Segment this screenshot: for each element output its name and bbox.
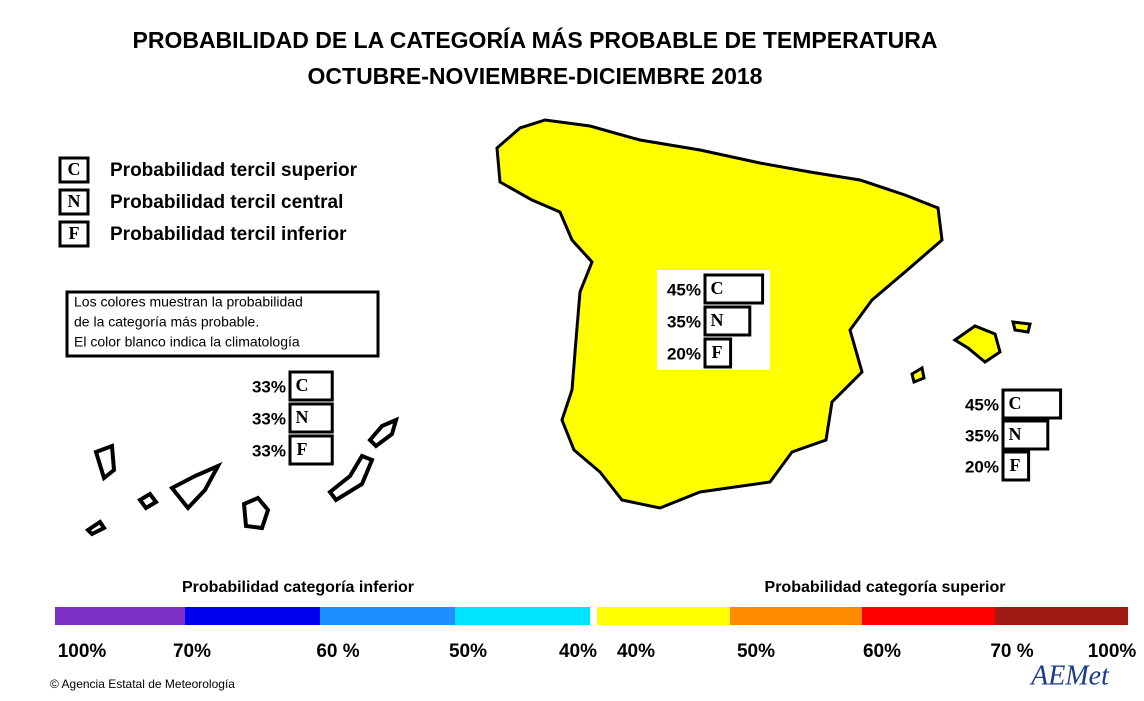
probability-letter: C xyxy=(296,375,309,395)
probability-box xyxy=(703,337,733,369)
scale-segment xyxy=(320,607,455,625)
island xyxy=(367,416,400,449)
color-scale: 100% 70% 60 % 50% 40% 40% 50% 60% 70 % 100% xyxy=(55,607,1136,662)
scale-upper-title: Probabilidad categoría superior xyxy=(765,579,1006,596)
probability-box xyxy=(288,402,334,434)
note-box xyxy=(65,290,380,358)
probability-box xyxy=(703,305,752,337)
note-line: Los colores muestran la probabilidad xyxy=(74,294,303,310)
scale-label: 60 % xyxy=(316,641,359,662)
canary-islands xyxy=(84,416,400,537)
scale-segment xyxy=(597,607,730,625)
probability-letter: C xyxy=(711,278,724,298)
probability-label: 45% xyxy=(965,395,999,414)
scale-label: 100% xyxy=(1088,641,1137,662)
probability-label: 33% xyxy=(252,377,286,396)
footer: © Agencia Estatal de Meteorología xyxy=(50,677,235,691)
legend-box xyxy=(58,156,90,184)
probability-box xyxy=(1001,419,1050,451)
scale-label: 70% xyxy=(173,641,211,662)
probability-letter: N xyxy=(1009,424,1022,444)
island xyxy=(84,519,107,537)
title: PROBABILIDAD DE LA CATEGORÍA MÁS PROBABL… xyxy=(133,26,938,53)
mallorca xyxy=(952,324,1002,364)
probability-label: 35% xyxy=(965,426,999,445)
scale-lower-title: Probabilidad categoría inferior xyxy=(182,579,414,596)
legend-box xyxy=(58,188,90,216)
legend-text: Probabilidad tercil inferior xyxy=(110,224,347,245)
legend-letter: C xyxy=(68,159,81,179)
probability-box xyxy=(288,370,334,402)
scale-segment xyxy=(730,607,862,625)
island xyxy=(168,461,223,512)
probability-letter: N xyxy=(296,407,309,427)
legend-box xyxy=(58,220,90,248)
note-line: El color blanco indica la climatología xyxy=(74,334,300,350)
probability-letter: C xyxy=(1009,393,1022,413)
legend: C Probabilidad tercil superior N Probabilid… xyxy=(58,156,358,248)
menorca xyxy=(1011,320,1032,334)
scale-label: 40% xyxy=(617,641,655,662)
island xyxy=(327,453,375,503)
probability-label: 20% xyxy=(965,457,999,476)
subtitle: OCTUBRE-NOVIEMBRE-DICIEMBRE 2018 xyxy=(308,63,763,89)
legend-text: Probabilidad tercil superior xyxy=(110,160,358,181)
probability-letter: F xyxy=(712,342,723,362)
probability-label: 35% xyxy=(667,312,701,331)
scale-label: 70 % xyxy=(990,641,1033,662)
scale-segment xyxy=(455,607,590,625)
ibiza xyxy=(910,365,926,385)
scale-segment xyxy=(185,607,320,625)
scale-label: 50% xyxy=(449,641,487,662)
legend-letter: F xyxy=(69,223,80,243)
legend-letter: N xyxy=(68,191,81,211)
scale-segment xyxy=(55,607,185,625)
scale-label: 40% xyxy=(559,641,597,662)
probability-label: 45% xyxy=(667,280,701,299)
probability-letter: F xyxy=(1010,455,1021,475)
island xyxy=(93,443,117,482)
probability-box xyxy=(1001,388,1063,420)
probability-label: 33% xyxy=(252,441,286,460)
scale-label: 100% xyxy=(58,641,107,662)
scale-segment xyxy=(862,607,995,625)
probability-box xyxy=(703,273,765,305)
legend-text: Probabilidad tercil central xyxy=(110,192,343,213)
probability-label: 20% xyxy=(667,344,701,363)
probability-letter: F xyxy=(297,439,308,459)
region-probabilities: C 33% N 33% F 33% C 45% N 35% F 20% C 45% N 35% F 20% xyxy=(252,270,1063,482)
probability-box xyxy=(288,434,334,466)
island xyxy=(241,495,271,531)
scale-segment xyxy=(995,607,1128,625)
probability-label: 33% xyxy=(252,409,286,428)
island xyxy=(137,491,159,511)
scale-label: 50% xyxy=(737,641,775,662)
logo: AEMet xyxy=(1029,660,1110,691)
probability-letter: N xyxy=(711,310,724,330)
probability-box xyxy=(1001,450,1031,482)
scale-label: 60% xyxy=(863,641,901,662)
note-line: de la categoría más probable. xyxy=(74,314,259,330)
